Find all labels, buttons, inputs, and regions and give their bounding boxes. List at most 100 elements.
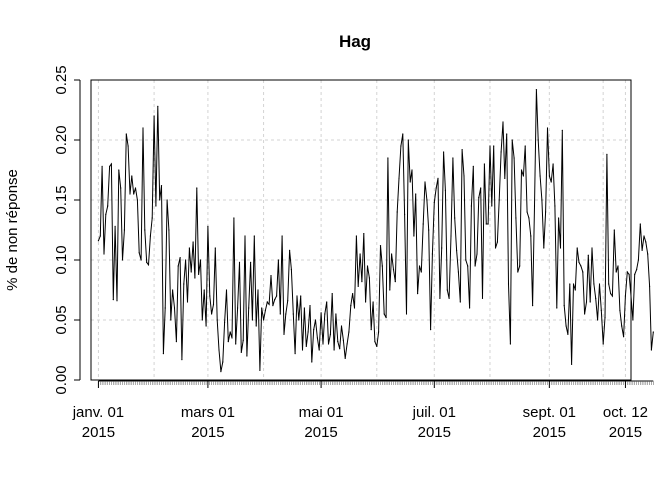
data-point: [545, 211, 547, 213]
data-point: [389, 289, 391, 291]
data-point: [539, 175, 541, 177]
data-point: [476, 253, 478, 255]
data-point: [201, 319, 203, 321]
data-point: [493, 145, 495, 147]
data-point: [585, 301, 588, 303]
data-point: [101, 165, 103, 167]
data-point: [448, 297, 450, 299]
data-point: [120, 187, 122, 189]
data-point: [417, 293, 419, 295]
data-point: [506, 133, 508, 135]
data-point: [253, 235, 255, 237]
data-point: [309, 305, 311, 307]
data-point: [164, 307, 166, 309]
data-point: [387, 157, 389, 159]
data-point: [558, 217, 560, 219]
data-point: [268, 303, 270, 305]
data-point: [172, 289, 174, 291]
data-point: [470, 205, 472, 207]
data-point: [379, 245, 382, 247]
data-point: [613, 229, 615, 231]
data-point: [415, 193, 417, 195]
plot-frame: [90, 79, 632, 381]
x-tick-year-label: 2015: [191, 424, 224, 441]
data-point: [350, 305, 352, 307]
data-point: [238, 261, 241, 263]
data-point: [515, 217, 517, 219]
data-point: [572, 283, 575, 285]
data-point: [452, 157, 454, 159]
data-point: [457, 271, 459, 273]
data-point: [235, 343, 237, 345]
data-point: [472, 165, 474, 167]
data-point: [587, 254, 589, 256]
data-point: [218, 349, 220, 351]
data-point: [134, 187, 137, 189]
data-point: [636, 269, 638, 271]
data-point: [465, 259, 467, 261]
data-point: [207, 225, 209, 227]
data-point: [266, 301, 268, 303]
data-point: [366, 265, 369, 267]
data-point: [175, 341, 177, 343]
data-point: [246, 355, 248, 357]
data-point: [381, 265, 383, 267]
data-point: [231, 337, 233, 339]
data-point: [437, 177, 439, 179]
data-point: [292, 313, 294, 315]
data-point: [194, 277, 196, 279]
data-point: [446, 289, 448, 291]
data-point: [335, 313, 337, 315]
data-point: [385, 317, 387, 319]
x-tick-label: juil. 01: [412, 404, 456, 421]
x-tick-year-label: 2015: [418, 424, 451, 441]
data-point: [441, 247, 443, 249]
data-point: [533, 205, 536, 207]
data-point: [160, 185, 163, 187]
data-point: [151, 217, 153, 219]
data-point: [604, 317, 606, 319]
data-point: [608, 283, 610, 285]
data-point: [159, 199, 161, 201]
data-point: [259, 369, 261, 371]
data-point: [574, 289, 576, 291]
y-tick-label: 0.05: [53, 305, 70, 334]
data-point: [481, 297, 484, 299]
data-point: [597, 319, 599, 321]
x-tick-label: mai 01: [299, 404, 344, 421]
data-point: [220, 371, 222, 373]
data-point: [461, 149, 463, 151]
data-point: [331, 293, 333, 295]
data-point: [131, 175, 133, 177]
data-point: [329, 333, 331, 335]
data-point: [237, 307, 239, 309]
data-point: [623, 336, 625, 338]
data-point: [289, 249, 291, 251]
data-point: [652, 331, 654, 333]
data-point: [318, 349, 320, 351]
data-point: [548, 175, 551, 177]
data-point: [340, 325, 343, 327]
data-point: [244, 235, 246, 237]
axes: 0.00 0.05 0.10 0.15 0.20 0.25 janv. 01 2015 mars…: [53, 65, 654, 441]
x-tick-label: mars 01: [181, 404, 235, 421]
data-point: [322, 343, 324, 345]
data-point: [324, 313, 326, 315]
data-point: [300, 295, 302, 297]
data-point: [123, 229, 125, 231]
data-point: [155, 205, 157, 207]
data-point: [456, 249, 458, 251]
data-point: [149, 235, 151, 237]
data-point: [303, 307, 305, 309]
data-point: [365, 301, 367, 303]
data-point: [170, 319, 172, 321]
data-point: [610, 293, 612, 295]
data-point: [567, 333, 569, 335]
data-point: [212, 303, 215, 305]
data-point: [214, 247, 216, 249]
data-point: [541, 199, 543, 201]
data-point: [97, 240, 99, 242]
data-point: [146, 261, 148, 263]
data-point: [391, 253, 393, 255]
data-point: [576, 247, 578, 249]
